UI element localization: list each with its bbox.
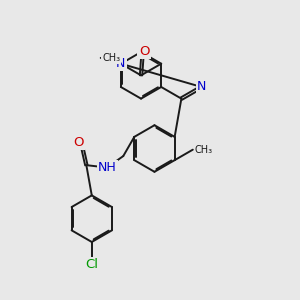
Text: CH₃: CH₃: [102, 53, 120, 63]
Text: O: O: [74, 136, 84, 149]
Text: Cl: Cl: [85, 258, 98, 271]
Text: N: N: [116, 57, 126, 70]
Text: O: O: [139, 45, 149, 58]
Text: CH₃: CH₃: [194, 145, 212, 155]
Text: N: N: [197, 80, 206, 94]
Text: NH: NH: [98, 161, 116, 174]
